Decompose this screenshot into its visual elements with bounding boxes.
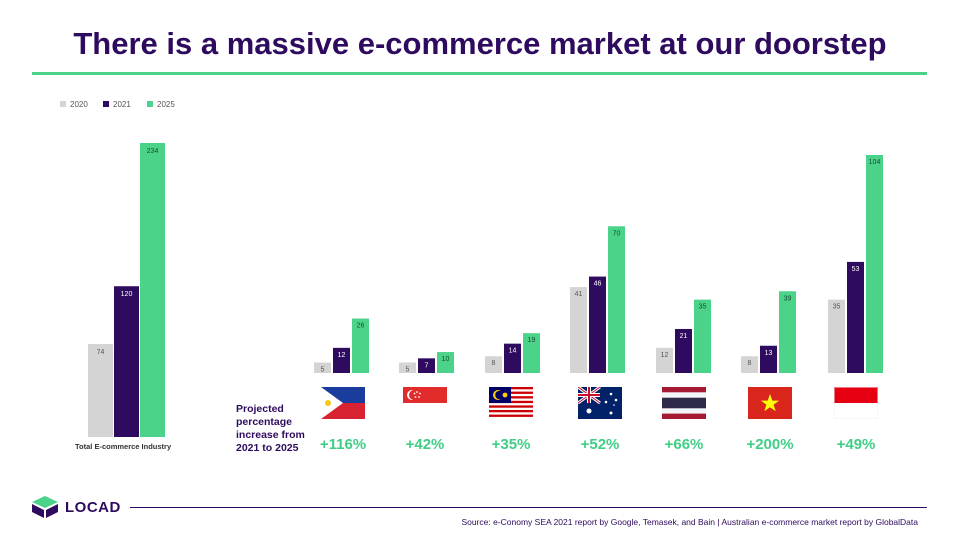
- legend-label-2020: 2020: [70, 100, 88, 109]
- bar-thailand-2025: [694, 299, 711, 373]
- bar-vietnam-2021: [760, 345, 777, 373]
- bar-label-total-2025: 234: [147, 148, 159, 155]
- bar-indonesia-2025: [866, 155, 883, 373]
- bar-singapore-2025: [437, 352, 454, 373]
- bar-label-philippines-2021: 12: [338, 352, 346, 359]
- footer-divider: [130, 507, 927, 508]
- pct-increase-singapore: +42%: [405, 436, 445, 453]
- singapore-flag-icon: [403, 387, 447, 419]
- bar-label-thailand-2025: 35: [699, 304, 707, 311]
- bar-malaysia-2025: [523, 333, 540, 373]
- bar-label-malaysia-2021: 14: [509, 348, 517, 355]
- bar-malaysia-2021: [504, 343, 521, 373]
- legend-label-2025: 2025: [157, 100, 175, 109]
- bar-indonesia-2020: [828, 299, 845, 373]
- bar-thailand-2021: [675, 328, 692, 373]
- bar-malaysia-2020: [485, 356, 502, 373]
- bar-label-australia-2021: 46: [594, 281, 602, 288]
- pct-increase-malaysia: +35%: [491, 436, 531, 453]
- total-category-label: Total E-commerce Industry: [75, 442, 172, 451]
- bar-label-thailand-2020: 12: [661, 352, 669, 359]
- bar-thailand-2020: [656, 347, 673, 373]
- bar-label-thailand-2021: 21: [680, 333, 688, 340]
- bar-label-malaysia-2020: 8: [492, 360, 496, 367]
- bar-philippines-2025: [352, 318, 369, 373]
- bar-vietnam-2025: [779, 291, 796, 373]
- locad-logo: LOCAD: [32, 496, 121, 518]
- locad-logo-icon: [32, 496, 58, 518]
- vietnam-flag-icon: [748, 387, 792, 419]
- legend-swatch-2020: [60, 101, 66, 107]
- page-title: There is a massive e-commerce market at …: [73, 26, 887, 61]
- bar-label-philippines-2025: 26: [357, 323, 365, 330]
- bar-total-2020: [88, 344, 113, 437]
- bar-philippines-2020: [314, 362, 331, 373]
- legend-swatch-2025: [147, 101, 153, 107]
- source-note: Source: e-Conomy SEA 2021 report by Goog…: [461, 517, 918, 527]
- bar-vietnam-2020: [741, 356, 758, 373]
- pct-increase-indonesia: +49%: [836, 436, 876, 453]
- bar-australia-2020: [570, 287, 587, 373]
- projection-label: Projected percentage increase from 2021 …: [236, 403, 305, 454]
- bar-label-vietnam-2025: 39: [784, 295, 792, 302]
- bar-total-2021: [114, 286, 139, 437]
- bar-singapore-2020: [399, 362, 416, 373]
- title-divider: [32, 72, 927, 75]
- bar-label-vietnam-2021: 13: [765, 350, 773, 357]
- thailand-flag-icon: [662, 387, 706, 419]
- australia-flag-icon: [578, 387, 622, 419]
- bar-australia-2025: [608, 226, 625, 373]
- bar-label-singapore-2025: 10: [442, 356, 450, 363]
- bar-singapore-2021: [418, 358, 435, 373]
- pct-increase-thailand: +66%: [664, 436, 704, 453]
- bar-australia-2021: [589, 276, 606, 373]
- bar-label-singapore-2020: 5: [406, 367, 410, 374]
- bar-indonesia-2021: [847, 261, 864, 373]
- bar-label-total-2020: 74: [97, 349, 105, 356]
- philippines-flag-icon: [321, 387, 365, 419]
- bar-label-australia-2020: 41: [575, 291, 583, 298]
- bar-label-total-2021: 120: [121, 291, 133, 298]
- bar-label-singapore-2021: 7: [425, 362, 429, 369]
- pct-increase-vietnam: +200%: [746, 436, 794, 453]
- indonesia-flag-icon: [834, 387, 878, 419]
- pct-increase-australia: +52%: [580, 436, 620, 453]
- bar-label-indonesia-2020: 35: [833, 304, 841, 311]
- bar-label-indonesia-2025: 104: [869, 159, 881, 166]
- bar-label-philippines-2020: 5: [321, 367, 325, 374]
- malaysia-flag-icon: [489, 387, 533, 419]
- legend-swatch-2021: [103, 101, 109, 107]
- bar-label-indonesia-2021: 53: [852, 266, 860, 273]
- logo-text: LOCAD: [65, 498, 121, 516]
- legend-label-2021: 2021: [113, 100, 131, 109]
- bar-total-2025: [140, 143, 165, 437]
- pct-increase-philippines: +116%: [319, 436, 367, 453]
- bar-label-vietnam-2020: 8: [748, 360, 752, 367]
- bar-label-malaysia-2025: 19: [528, 337, 536, 344]
- bar-label-australia-2025: 70: [613, 230, 621, 237]
- bar-philippines-2021: [333, 347, 350, 373]
